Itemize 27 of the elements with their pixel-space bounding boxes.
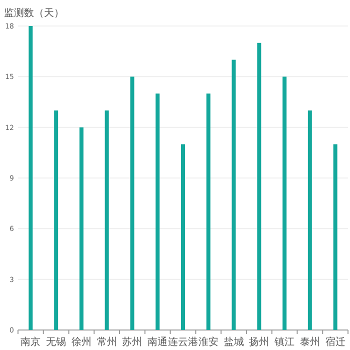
bar — [232, 60, 236, 330]
bar — [282, 76, 287, 330]
x-tick-label: 泰州 — [300, 336, 320, 348]
bar — [156, 94, 160, 330]
x-tick-label: 镇江 — [274, 336, 295, 348]
x-tick-label: 南通 — [148, 336, 168, 348]
x-tick-label: 苏州 — [122, 336, 142, 348]
x-tick-label: 宿迁 — [325, 336, 346, 348]
x-tick-label: 常州 — [96, 336, 117, 348]
bar — [206, 94, 210, 330]
bar — [79, 127, 84, 330]
x-tick-label: 淮安 — [198, 336, 218, 348]
x-tick-label: 南京 — [20, 336, 41, 348]
bar — [130, 76, 134, 330]
bar — [333, 144, 338, 330]
bar — [104, 110, 109, 330]
x-tick-label: 盐城 — [224, 336, 244, 348]
bar — [181, 144, 185, 330]
bar — [28, 26, 33, 330]
bar — [54, 110, 58, 330]
x-tick-label: 扬州 — [249, 336, 270, 348]
x-tick-label: 徐州 — [71, 336, 92, 348]
bar — [257, 42, 262, 330]
x-tick-label: 无锡 — [46, 337, 66, 348]
y-axis-title: 监测数（天） — [4, 7, 64, 19]
bar — [308, 110, 312, 330]
x-tick-label: 连云港 — [168, 336, 198, 348]
